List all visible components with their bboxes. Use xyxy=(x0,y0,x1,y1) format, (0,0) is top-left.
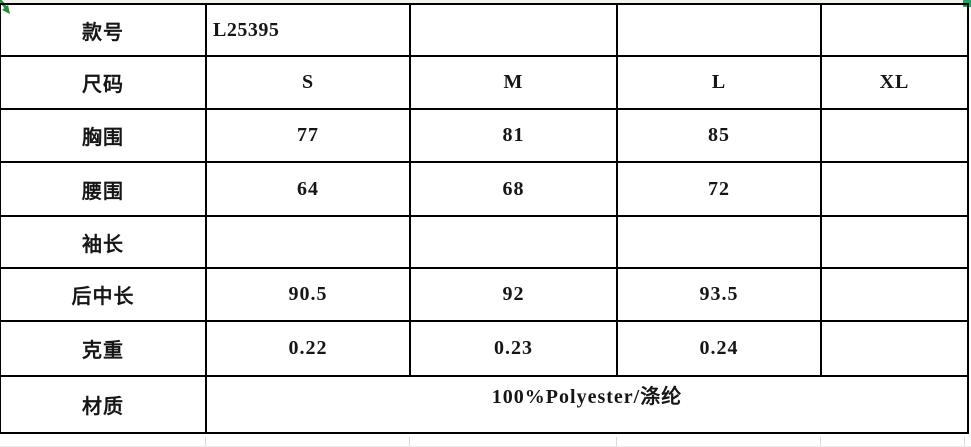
empty-cell[interactable] xyxy=(616,215,822,269)
top-edge-strip xyxy=(0,0,971,3)
value-cell[interactable]: 72 xyxy=(616,161,822,217)
value-cell[interactable]: 81 xyxy=(409,108,618,163)
value-cell[interactable]: 77 xyxy=(205,108,411,163)
size-s-cell[interactable]: S xyxy=(205,55,411,110)
value-cell[interactable]: 85 xyxy=(616,108,822,163)
value-cell[interactable]: 93.5 xyxy=(616,267,822,322)
empty-cell[interactable] xyxy=(616,3,822,57)
empty-cell[interactable] xyxy=(820,320,969,377)
size-xl-cell[interactable]: XL xyxy=(820,55,969,110)
empty-cell[interactable] xyxy=(820,215,969,269)
gridline-stub xyxy=(409,437,410,447)
row-label-cell[interactable]: 腰围 xyxy=(0,161,207,217)
value-cell[interactable]: 0.24 xyxy=(616,320,822,377)
gridline-stub xyxy=(616,437,617,447)
size-chart-table: 款号 L25395 尺码 S M L XL 胸围 77 81 85 xyxy=(0,3,969,434)
table-row-weight: 克重 0.22 0.23 0.24 xyxy=(0,320,969,377)
row-label-cell[interactable]: 款号 xyxy=(0,3,207,57)
table-row-back-length: 后中长 90.5 92 93.5 xyxy=(0,267,969,322)
material-merged-cell[interactable]: 100%Polyester/涤纶 xyxy=(205,375,969,434)
empty-cell[interactable] xyxy=(205,215,411,269)
value-cell[interactable]: 0.22 xyxy=(205,320,411,377)
row-label-cell[interactable]: 材质 xyxy=(0,375,207,434)
empty-cell[interactable] xyxy=(820,161,969,217)
value-cell[interactable]: 0.23 xyxy=(409,320,618,377)
row-label-cell[interactable]: 后中长 xyxy=(0,267,207,322)
size-m-cell[interactable]: M xyxy=(409,55,618,110)
empty-cell[interactable] xyxy=(820,3,969,57)
gridline-stub xyxy=(205,437,206,447)
row-label-cell[interactable]: 克重 xyxy=(0,320,207,377)
table-row-material: 材质 100%Polyester/涤纶 xyxy=(0,375,969,434)
table-row-size: 尺码 S M L XL xyxy=(0,55,969,110)
empty-cell[interactable] xyxy=(820,267,969,322)
value-cell[interactable]: 92 xyxy=(409,267,618,322)
gridline-stub xyxy=(964,437,965,447)
row-label-cell[interactable]: 袖长 xyxy=(0,215,207,269)
size-l-cell[interactable]: L xyxy=(616,55,822,110)
style-number-cell[interactable]: L25395 xyxy=(205,3,411,57)
right-edge-strip xyxy=(967,0,971,434)
value-cell[interactable]: 64 xyxy=(205,161,411,217)
table-row-chest: 胸围 77 81 85 xyxy=(0,108,969,163)
gridline-stub xyxy=(820,437,821,447)
table-row-sleeve: 袖长 xyxy=(0,215,969,269)
empty-cell[interactable] xyxy=(409,3,618,57)
value-cell[interactable]: 68 xyxy=(409,161,618,217)
row-label-cell[interactable]: 胸围 xyxy=(0,108,207,163)
table-row-style-number: 款号 L25395 xyxy=(0,3,969,57)
empty-cell[interactable] xyxy=(409,215,618,269)
value-cell[interactable]: 90.5 xyxy=(205,267,411,322)
row-label-cell[interactable]: 尺码 xyxy=(0,55,207,110)
table-row-waist: 腰围 64 68 72 xyxy=(0,161,969,217)
empty-cell[interactable] xyxy=(820,108,969,163)
